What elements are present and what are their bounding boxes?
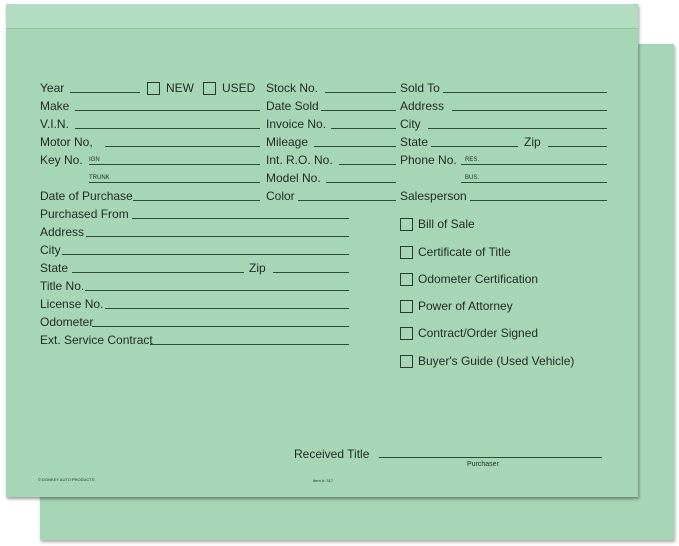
color-line: [298, 200, 396, 201]
city-line: [428, 128, 607, 129]
motor-label: Motor No,: [40, 135, 93, 149]
front-sheet: [6, 4, 638, 497]
title-no-line: [85, 290, 349, 291]
stock-line: [325, 92, 396, 93]
phone-label: Phone No.: [400, 153, 457, 167]
top-fold-flap: [6, 4, 638, 29]
back-sheet-tab: [628, 44, 674, 64]
checklist-box: [400, 300, 413, 313]
checklist-item: Certificate of Title: [418, 245, 511, 259]
zip-label: Zip: [524, 135, 541, 149]
checklist-box: [400, 355, 413, 368]
received-title-label: Received Title: [294, 447, 370, 461]
ext-service-label: Ext. Service Contract: [40, 333, 153, 347]
license-line: [105, 308, 349, 309]
lower-city-line: [62, 254, 349, 255]
checklist-box: [400, 273, 413, 286]
address-label: Address: [400, 99, 445, 113]
vin-line: [75, 128, 260, 129]
new-checkbox: [147, 82, 160, 95]
purchased-from-line: [132, 218, 349, 219]
salesperson-line: [470, 200, 607, 201]
phone-bus-line: [461, 182, 607, 183]
brand-logo: © DONKEY AUTO PRODUCTS: [38, 477, 95, 482]
make-label: Make: [40, 99, 70, 113]
model-line: [326, 182, 396, 183]
sold-to-label: Sold To: [400, 81, 440, 95]
date-sold-label: Date Sold: [266, 99, 319, 113]
checklist-item: Contract/Order Signed: [418, 326, 539, 340]
lower-state-line: [72, 272, 244, 273]
color-label: Color: [266, 189, 295, 203]
lower-address-label: Address: [40, 225, 85, 239]
date-purchase-label: Date of Purchase: [40, 189, 133, 203]
lower-address-line: [86, 236, 349, 237]
used-checkbox: [203, 82, 216, 95]
address-line: [452, 110, 607, 111]
date-sold-line: [321, 110, 396, 111]
salesperson-label: Salesperson: [400, 189, 467, 203]
res-label: RES.: [465, 157, 480, 163]
zip-line: [548, 146, 607, 147]
state-label: State: [400, 135, 429, 149]
stock-label: Stock No.: [266, 81, 319, 95]
checklist-box: [400, 246, 413, 259]
year-line: [70, 92, 140, 93]
checklist-item: Odometer Certification: [418, 272, 539, 286]
received-title-line: [379, 457, 602, 458]
sold-to-line: [443, 92, 607, 93]
odometer-label: Odometer: [40, 315, 94, 329]
odometer-line: [92, 326, 349, 327]
new-label: NEW: [166, 81, 194, 95]
checklist-item: Buyer's Guide (Used Vehicle): [418, 354, 575, 368]
checklist-item: Power of Attorney: [418, 299, 513, 313]
bus-label: BUS.: [465, 175, 480, 181]
item-number: Item #: 317: [313, 478, 334, 483]
lower-city-label: City: [40, 243, 61, 257]
checklist-box: [400, 327, 413, 340]
checklist-item: Bill of Sale: [418, 217, 475, 231]
date-purchase-line: [133, 200, 260, 201]
int-ro-label: Int. R.O. No.: [266, 153, 333, 167]
mileage-line: [314, 146, 396, 147]
phone-res-line: [461, 164, 607, 165]
mileage-label: Mileage: [266, 135, 309, 149]
lower-state-label: State: [40, 261, 69, 275]
state-line: [431, 146, 518, 147]
lower-zip-label: Zip: [249, 261, 266, 275]
checklist-box: [400, 218, 413, 231]
invoice-label: Invoice No.: [266, 117, 327, 131]
purchased-from-label: Purchased From: [40, 207, 129, 221]
ign-label: IGN: [89, 157, 100, 163]
motor-line: [105, 146, 260, 147]
make-line: [75, 110, 260, 111]
year-label: Year: [40, 81, 65, 95]
key-label: Key No.: [40, 153, 83, 167]
license-label: License No.: [40, 297, 104, 311]
ign-line: [89, 164, 260, 165]
trunk-line: [89, 182, 260, 183]
used-label: USED: [222, 81, 256, 95]
purchaser-label: Purchaser: [467, 461, 499, 468]
lower-zip-line: [273, 272, 349, 273]
vin-label: V.I.N.: [40, 117, 69, 131]
city-label: City: [400, 117, 421, 131]
int-ro-line: [339, 164, 396, 165]
invoice-line: [331, 128, 396, 129]
trunk-label: TRUNK: [89, 175, 110, 181]
title-no-label: Title No.: [40, 279, 85, 293]
ext-service-line: [150, 344, 349, 345]
model-label: Model No.: [266, 171, 321, 185]
